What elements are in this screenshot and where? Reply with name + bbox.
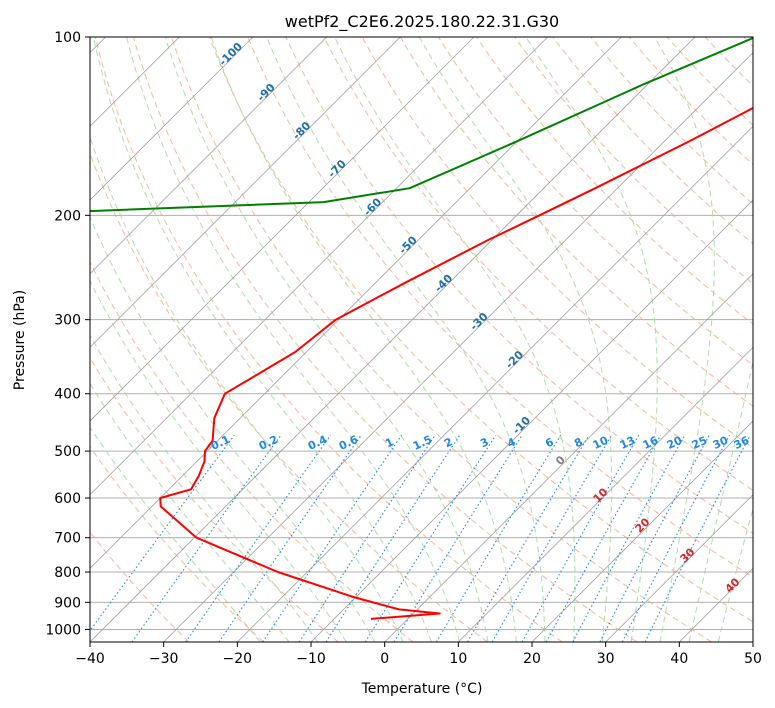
mixing-ratio-line bbox=[90, 434, 235, 632]
y-tick-label: 400 bbox=[54, 387, 81, 403]
moist-adiabat-line bbox=[92, 37, 432, 642]
mixing-ratio-annotation: 20 bbox=[665, 434, 685, 452]
mixing-ratio-line bbox=[545, 434, 662, 642]
isotherm-line bbox=[605, 494, 753, 642]
profile-series bbox=[90, 37, 753, 620]
isotherm-line bbox=[90, 37, 475, 422]
mixing-ratio-line bbox=[218, 434, 362, 642]
dry-adiabat-line bbox=[323, 37, 753, 491]
mixing-ratio-line bbox=[131, 434, 282, 642]
temperature-profile-line bbox=[159, 106, 753, 620]
dry-adiabat-line bbox=[628, 37, 753, 166]
isotherm-line bbox=[90, 37, 327, 275]
isotherm-line bbox=[90, 37, 696, 642]
chart-title: wetPf2_C2E6.2025.180.22.31.G30 bbox=[285, 12, 559, 32]
dewpoint-profile-line bbox=[90, 37, 753, 213]
y-axis-ticks: 100 200 300 400 500 600 700 800 900 1000 bbox=[45, 30, 90, 638]
dry-adiabat-line bbox=[476, 37, 753, 325]
isotherm-line bbox=[90, 37, 548, 496]
mixing-ratio-lines bbox=[90, 434, 751, 642]
moist-adiabat-line bbox=[90, 334, 319, 642]
x-tick-label: −40 bbox=[75, 651, 105, 667]
y-tick-label: 500 bbox=[54, 444, 81, 460]
x-tick-label: −10 bbox=[296, 651, 326, 667]
mixing-ratio-line bbox=[298, 434, 436, 642]
isotherm-line bbox=[531, 420, 753, 642]
moist-adiabat-line bbox=[210, 37, 517, 642]
moist-adiabat-line bbox=[717, 506, 753, 642]
mixing-ratio-line bbox=[644, 434, 751, 642]
mixing-ratio-line bbox=[435, 434, 562, 642]
pressure-gridlines bbox=[90, 37, 753, 630]
isotherm-line bbox=[90, 37, 622, 569]
x-axis-ticks: −40 −30 −20 −10 0 10 20 30 40 50 bbox=[75, 642, 762, 667]
dry-adiabat-line bbox=[94, 37, 563, 642]
dry-adiabat-line bbox=[90, 446, 264, 642]
mixing-ratio-line bbox=[364, 434, 497, 642]
moist-adiabat-line bbox=[525, 37, 658, 642]
moist-adiabat-line bbox=[418, 37, 613, 642]
mixing-ratio-line bbox=[393, 434, 523, 642]
mixing-ratio-annotation: 10 bbox=[591, 434, 611, 452]
dry-adiabat-line bbox=[399, 37, 753, 407]
moist-adiabat-line bbox=[266, 37, 546, 642]
mixing-ratio-annotation: 25 bbox=[690, 434, 709, 452]
x-tick-label: 0 bbox=[380, 651, 389, 667]
mixing-ratio-annotation: 36 bbox=[732, 434, 752, 452]
mixing-ratio-line bbox=[325, 434, 461, 642]
moist-adiabat-line bbox=[164, 37, 489, 642]
x-axis-label: Temperature (°C) bbox=[361, 681, 483, 697]
mixing-ratio-line bbox=[572, 434, 686, 642]
y-tick-label: 1000 bbox=[45, 622, 81, 638]
y-tick-label: 900 bbox=[54, 595, 81, 611]
moist-adiabat-line bbox=[688, 358, 753, 642]
isotherm-line bbox=[310, 199, 753, 642]
isotherm-line bbox=[458, 346, 753, 642]
mixing-ratio-annotation: 16 bbox=[641, 434, 661, 452]
moist-adiabat-line bbox=[90, 426, 261, 642]
dry-adiabat-line bbox=[514, 37, 753, 285]
isotherms bbox=[90, 37, 753, 642]
moist-adiabat-line bbox=[334, 37, 576, 642]
isotherm-line bbox=[90, 37, 401, 348]
mixing-ratio-line bbox=[599, 434, 710, 642]
y-tick-label: 100 bbox=[54, 30, 81, 46]
y-tick-label: 700 bbox=[54, 531, 81, 547]
moist-adiabat-line bbox=[654, 37, 715, 642]
x-tick-label: −20 bbox=[223, 651, 253, 667]
x-tick-label: 10 bbox=[449, 651, 467, 667]
moist-adiabat-line bbox=[90, 135, 404, 642]
x-tick-label: −30 bbox=[149, 651, 179, 667]
y-tick-label: 800 bbox=[54, 565, 81, 581]
x-tick-label: 40 bbox=[670, 651, 688, 667]
y-tick-label: 300 bbox=[54, 313, 81, 329]
dry-adiabat-line bbox=[247, 37, 753, 578]
moist-adiabat-line bbox=[90, 382, 290, 642]
moist-adiabats bbox=[90, 37, 753, 642]
mixing-ratio-annotation: 13 bbox=[618, 434, 637, 452]
mixing-ratio-annotation: 30 bbox=[711, 434, 731, 452]
moist-adiabat-line bbox=[90, 215, 376, 642]
moist-adiabat-line bbox=[126, 37, 461, 642]
mixing-ratio-line bbox=[262, 434, 403, 642]
plot-frame bbox=[89, 36, 754, 643]
y-tick-label: 600 bbox=[54, 491, 81, 507]
dry-adiabats bbox=[90, 37, 753, 642]
dry-adiabat-line bbox=[209, 37, 753, 623]
y-tick-label: 200 bbox=[54, 208, 81, 224]
dry-adiabat-line bbox=[132, 37, 638, 642]
x-tick-label: 30 bbox=[597, 651, 615, 667]
isotherm-line bbox=[163, 52, 753, 642]
isotherm-line bbox=[384, 273, 753, 642]
isotherm-line bbox=[90, 37, 254, 201]
x-tick-label: 50 bbox=[744, 651, 762, 667]
isotherm-line bbox=[237, 125, 753, 642]
dry-adiabat-line bbox=[90, 260, 414, 642]
x-tick-label: 20 bbox=[523, 651, 541, 667]
y-axis-label: Pressure (hPa) bbox=[12, 290, 28, 390]
